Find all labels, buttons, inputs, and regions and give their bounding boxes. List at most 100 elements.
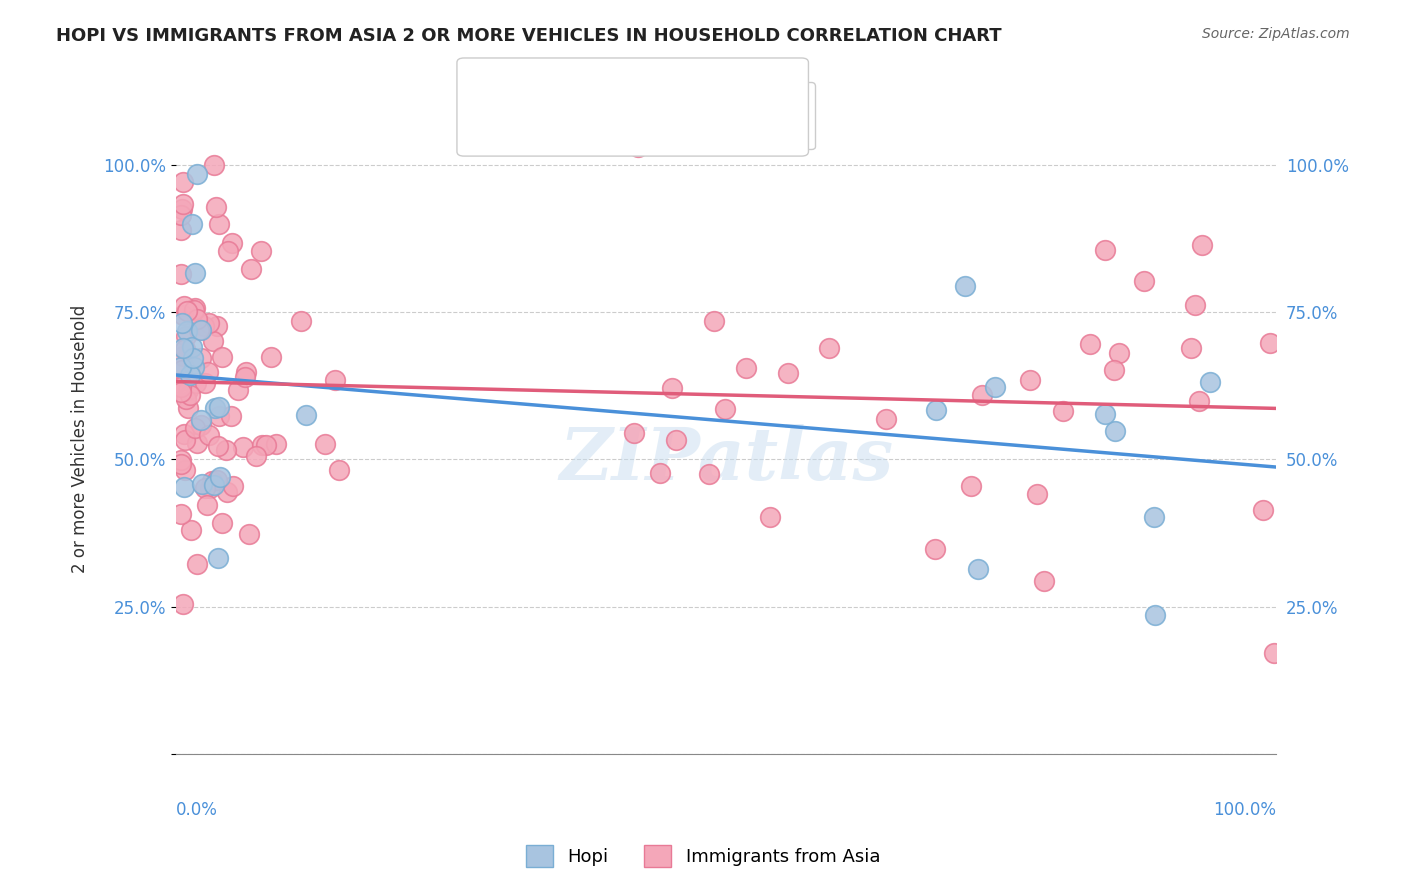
Point: [211, 516, 233, 530]
Point: [172, 175, 194, 189]
Point: [172, 197, 194, 211]
Point: [170, 380, 193, 394]
Point: [209, 470, 232, 484]
Point: [1133, 274, 1156, 288]
Point: [205, 318, 228, 333]
Point: [177, 401, 200, 416]
Text: ZIPatlas: ZIPatlas: [560, 424, 893, 495]
Point: [328, 463, 350, 477]
Point: [1143, 509, 1166, 524]
Point: [181, 217, 204, 231]
Point: [202, 158, 225, 172]
Point: [735, 361, 758, 376]
Point: [176, 324, 198, 338]
Point: [190, 418, 212, 433]
Point: [233, 370, 256, 384]
Point: [250, 244, 273, 258]
Point: [211, 350, 233, 364]
Point: [170, 378, 193, 392]
Point: [191, 476, 214, 491]
Point: [190, 413, 212, 427]
Point: [254, 438, 277, 452]
Point: [184, 301, 207, 316]
Point: [240, 262, 263, 277]
Point: [193, 318, 215, 333]
Point: [173, 463, 195, 477]
Point: [1263, 646, 1285, 660]
Point: [1180, 341, 1202, 355]
Point: [200, 482, 222, 496]
Point: [170, 359, 193, 374]
Point: [170, 267, 193, 281]
Point: [180, 524, 202, 538]
Point: [172, 597, 194, 611]
Point: [970, 388, 993, 402]
Point: [232, 441, 254, 455]
Point: [194, 376, 217, 391]
Point: [1094, 243, 1116, 257]
Point: [190, 351, 212, 366]
Point: [170, 507, 193, 521]
Point: [186, 167, 208, 181]
Point: [1019, 373, 1042, 387]
Point: [173, 480, 195, 494]
Point: [925, 402, 948, 417]
Point: [197, 365, 219, 379]
Point: [650, 467, 672, 481]
Point: [215, 485, 238, 500]
Point: [197, 428, 219, 442]
Text: 100.0%: 100.0%: [1213, 801, 1277, 819]
Point: [665, 434, 688, 448]
Point: [1094, 407, 1116, 421]
Point: [1184, 298, 1206, 312]
Point: [186, 312, 208, 326]
Point: [661, 381, 683, 395]
Text: HOPI VS IMMIGRANTS FROM ASIA 2 OR MORE VEHICLES IN HOUSEHOLD CORRELATION CHART: HOPI VS IMMIGRANTS FROM ASIA 2 OR MORE V…: [56, 27, 1002, 45]
Point: [290, 314, 312, 328]
Point: [238, 526, 260, 541]
Point: [172, 202, 194, 216]
Point: [176, 392, 198, 407]
Point: [1188, 393, 1211, 408]
Point: [184, 266, 207, 280]
Point: [207, 439, 229, 453]
Point: [172, 349, 194, 363]
Point: [250, 438, 273, 452]
Point: [260, 350, 283, 364]
Point: [627, 140, 650, 154]
Point: [174, 343, 197, 357]
Point: [170, 363, 193, 377]
Point: [184, 376, 207, 390]
Point: [174, 329, 197, 343]
Point: [208, 409, 231, 424]
Point: [924, 542, 946, 557]
Point: [201, 474, 224, 488]
Point: [170, 222, 193, 236]
Point: [190, 323, 212, 337]
Point: [215, 443, 238, 458]
Point: [173, 433, 195, 447]
Text: 0.0%: 0.0%: [176, 801, 218, 819]
Point: [173, 426, 195, 441]
Legend: Hopi, Immigrants from Asia: Hopi, Immigrants from Asia: [519, 838, 887, 874]
Point: [245, 449, 267, 463]
Point: [984, 380, 1007, 394]
Point: [1143, 607, 1166, 622]
Point: [1258, 336, 1281, 351]
Point: [323, 373, 346, 387]
Point: [170, 377, 193, 392]
Point: [778, 366, 800, 380]
Point: [205, 473, 228, 487]
Point: [179, 388, 201, 402]
Point: [219, 409, 242, 423]
Point: [181, 351, 204, 366]
Point: [204, 401, 226, 416]
Point: [759, 510, 782, 524]
Point: [1104, 424, 1126, 438]
Point: [1032, 574, 1054, 588]
Point: [204, 200, 226, 214]
Point: [181, 340, 204, 354]
Point: [1191, 237, 1213, 252]
Point: [623, 426, 645, 441]
Point: [1078, 337, 1101, 351]
